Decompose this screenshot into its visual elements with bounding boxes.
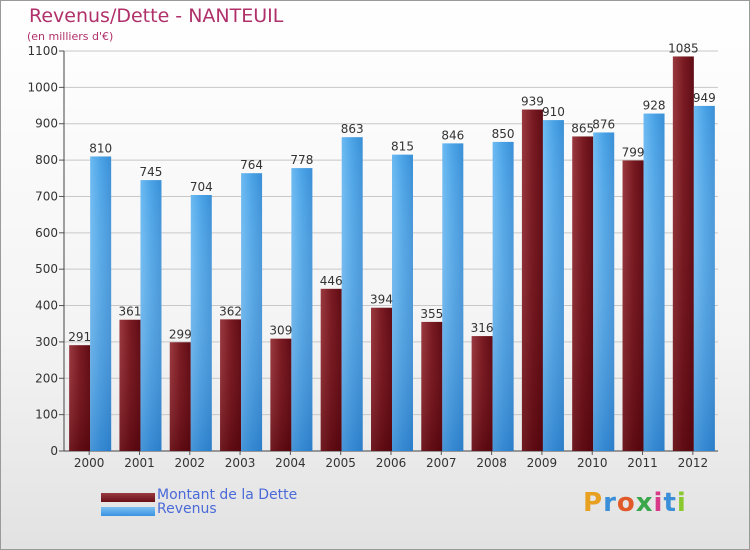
bar-dette-shade xyxy=(371,307,392,451)
data-label-dette: 939 xyxy=(521,95,544,109)
logo-letter: t xyxy=(663,488,677,518)
data-label-revenus: 745 xyxy=(140,165,163,179)
bar-revenus-shade xyxy=(341,137,363,451)
bar-revenus-shade xyxy=(291,168,313,451)
bar-dette-shade xyxy=(270,338,292,451)
bar-dette-shade xyxy=(69,345,91,451)
bar-revenus-shade xyxy=(241,173,263,451)
bar-revenus-shade xyxy=(140,180,162,451)
legend-label-revenus: Revenus xyxy=(157,501,217,517)
bar-dette-shade xyxy=(421,321,443,451)
bar-revenus-shade xyxy=(392,154,413,452)
y-tick-label: 1100 xyxy=(27,44,58,58)
data-label-dette: 309 xyxy=(269,324,292,338)
bar-revenus-shade xyxy=(693,105,715,451)
data-label-dette: 1085 xyxy=(668,41,699,55)
data-label-dette: 799 xyxy=(622,145,645,159)
bar-dette-shade xyxy=(471,336,493,451)
data-label-dette: 865 xyxy=(571,121,594,135)
y-tick-label: 800 xyxy=(35,153,58,167)
data-label-dette: 446 xyxy=(320,274,343,288)
bar-dette-shade xyxy=(521,109,543,451)
logo-letter: o xyxy=(616,488,636,518)
bar-revenus-shade xyxy=(542,120,564,451)
x-tick-label: 2009 xyxy=(527,456,558,470)
data-label-dette: 299 xyxy=(169,327,192,341)
data-label-dette: 394 xyxy=(370,293,393,307)
logo-letter: i xyxy=(676,488,687,518)
x-tick-label: 2004 xyxy=(275,456,306,470)
bar-dette-shade xyxy=(622,160,644,452)
bar-dette-shade xyxy=(220,319,242,451)
y-tick-label: 100 xyxy=(35,408,58,422)
y-tick-label: 300 xyxy=(35,335,58,349)
data-label-dette: 362 xyxy=(219,304,242,318)
bar-revenus-shade xyxy=(643,113,665,451)
x-tick-label: 2003 xyxy=(225,456,256,470)
bar-dette-shade xyxy=(572,136,594,452)
x-tick-label: 2007 xyxy=(426,456,457,470)
y-tick-label: 0 xyxy=(50,444,58,458)
y-tick-label: 900 xyxy=(35,117,58,131)
data-label-revenus: 863 xyxy=(341,122,364,136)
data-label-dette: 355 xyxy=(420,307,443,321)
data-label-dette: 291 xyxy=(68,330,91,344)
x-tick-label: 2010 xyxy=(577,456,608,470)
x-tick-label: 2006 xyxy=(376,456,407,470)
x-tick-label: 2000 xyxy=(74,456,105,470)
data-label-revenus: 910 xyxy=(542,105,565,119)
logo-letter: x xyxy=(635,488,654,518)
x-tick-label: 2012 xyxy=(678,456,709,470)
data-label-dette: 361 xyxy=(119,305,142,319)
bar-revenus-shade xyxy=(593,132,615,452)
chart-subtitle: (en milliers d'€) xyxy=(27,30,114,43)
proxiti-logo: Proxiti xyxy=(583,488,687,518)
logo-letter: r xyxy=(603,488,617,518)
bar-dette-shade xyxy=(119,319,141,451)
data-label-revenus: 704 xyxy=(190,180,213,194)
bar-dette-shade xyxy=(320,288,342,451)
y-tick-label: 600 xyxy=(35,226,58,240)
bar-revenus-shade xyxy=(492,141,514,451)
data-label-dette: 316 xyxy=(471,321,494,335)
y-tick-label: 200 xyxy=(35,371,58,385)
data-label-revenus: 815 xyxy=(391,140,414,154)
data-label-revenus: 846 xyxy=(441,128,464,142)
data-label-revenus: 764 xyxy=(240,158,263,172)
data-label-revenus: 810 xyxy=(89,141,112,155)
bar-dette-shade xyxy=(169,342,191,451)
bar-revenus-shade xyxy=(90,156,112,452)
bar-dette-shade xyxy=(672,56,694,452)
y-tick-label: 700 xyxy=(35,189,58,203)
x-tick-label: 2005 xyxy=(325,456,356,470)
chart-title: Revenus/Dette - NANTEUIL xyxy=(29,5,284,27)
x-tick-label: 2008 xyxy=(476,456,507,470)
x-tick-label: 2011 xyxy=(627,456,658,470)
data-label-revenus: 876 xyxy=(592,117,615,131)
bar-revenus-shade xyxy=(442,143,464,451)
y-tick-label: 400 xyxy=(35,299,58,313)
legend-swatch-revenus xyxy=(101,507,155,516)
data-label-revenus: 778 xyxy=(290,153,313,167)
y-tick-label: 500 xyxy=(35,262,58,276)
logo-letter: i xyxy=(653,488,664,518)
x-tick-label: 2002 xyxy=(174,456,205,470)
legend-swatch-dette xyxy=(101,493,155,502)
data-label-revenus: 850 xyxy=(492,127,515,141)
logo-letter: P xyxy=(583,488,604,518)
legend-label-dette: Montant de la Dette xyxy=(157,487,298,503)
bar-revenus-shade xyxy=(190,195,212,451)
data-label-revenus: 949 xyxy=(693,91,716,105)
y-tick-label: 1000 xyxy=(27,80,58,94)
data-label-revenus: 928 xyxy=(643,99,666,113)
x-tick-label: 2001 xyxy=(124,456,155,470)
